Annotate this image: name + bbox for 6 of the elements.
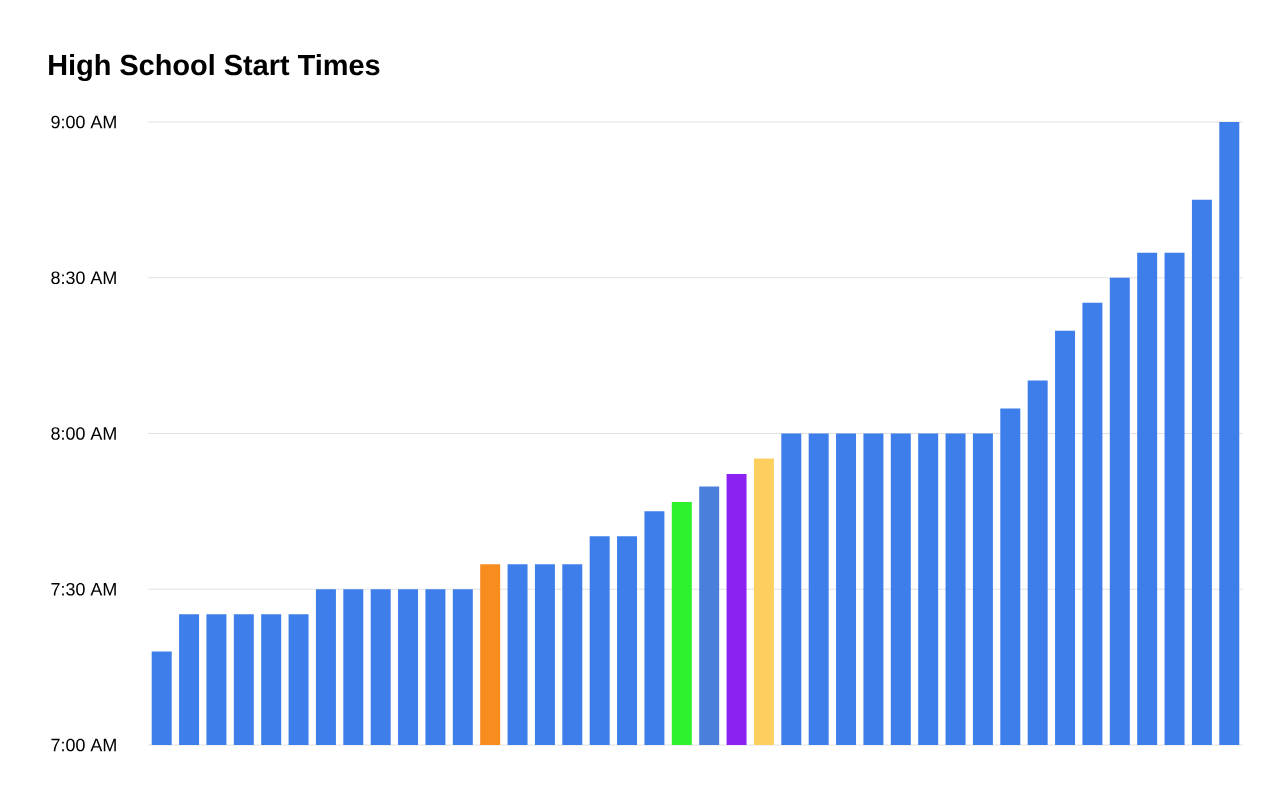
y-tick-label: 8:30 AM [51,271,116,285]
y-tick-label: 9:00 AM [51,115,116,129]
y-tick-label: 8:00 AM [51,427,116,440]
chart-title: High School Start Times [49,54,380,82]
y-tick-label: 7:30 AM [51,582,116,596]
y-tick-label: 7:00 AM [51,738,116,752]
